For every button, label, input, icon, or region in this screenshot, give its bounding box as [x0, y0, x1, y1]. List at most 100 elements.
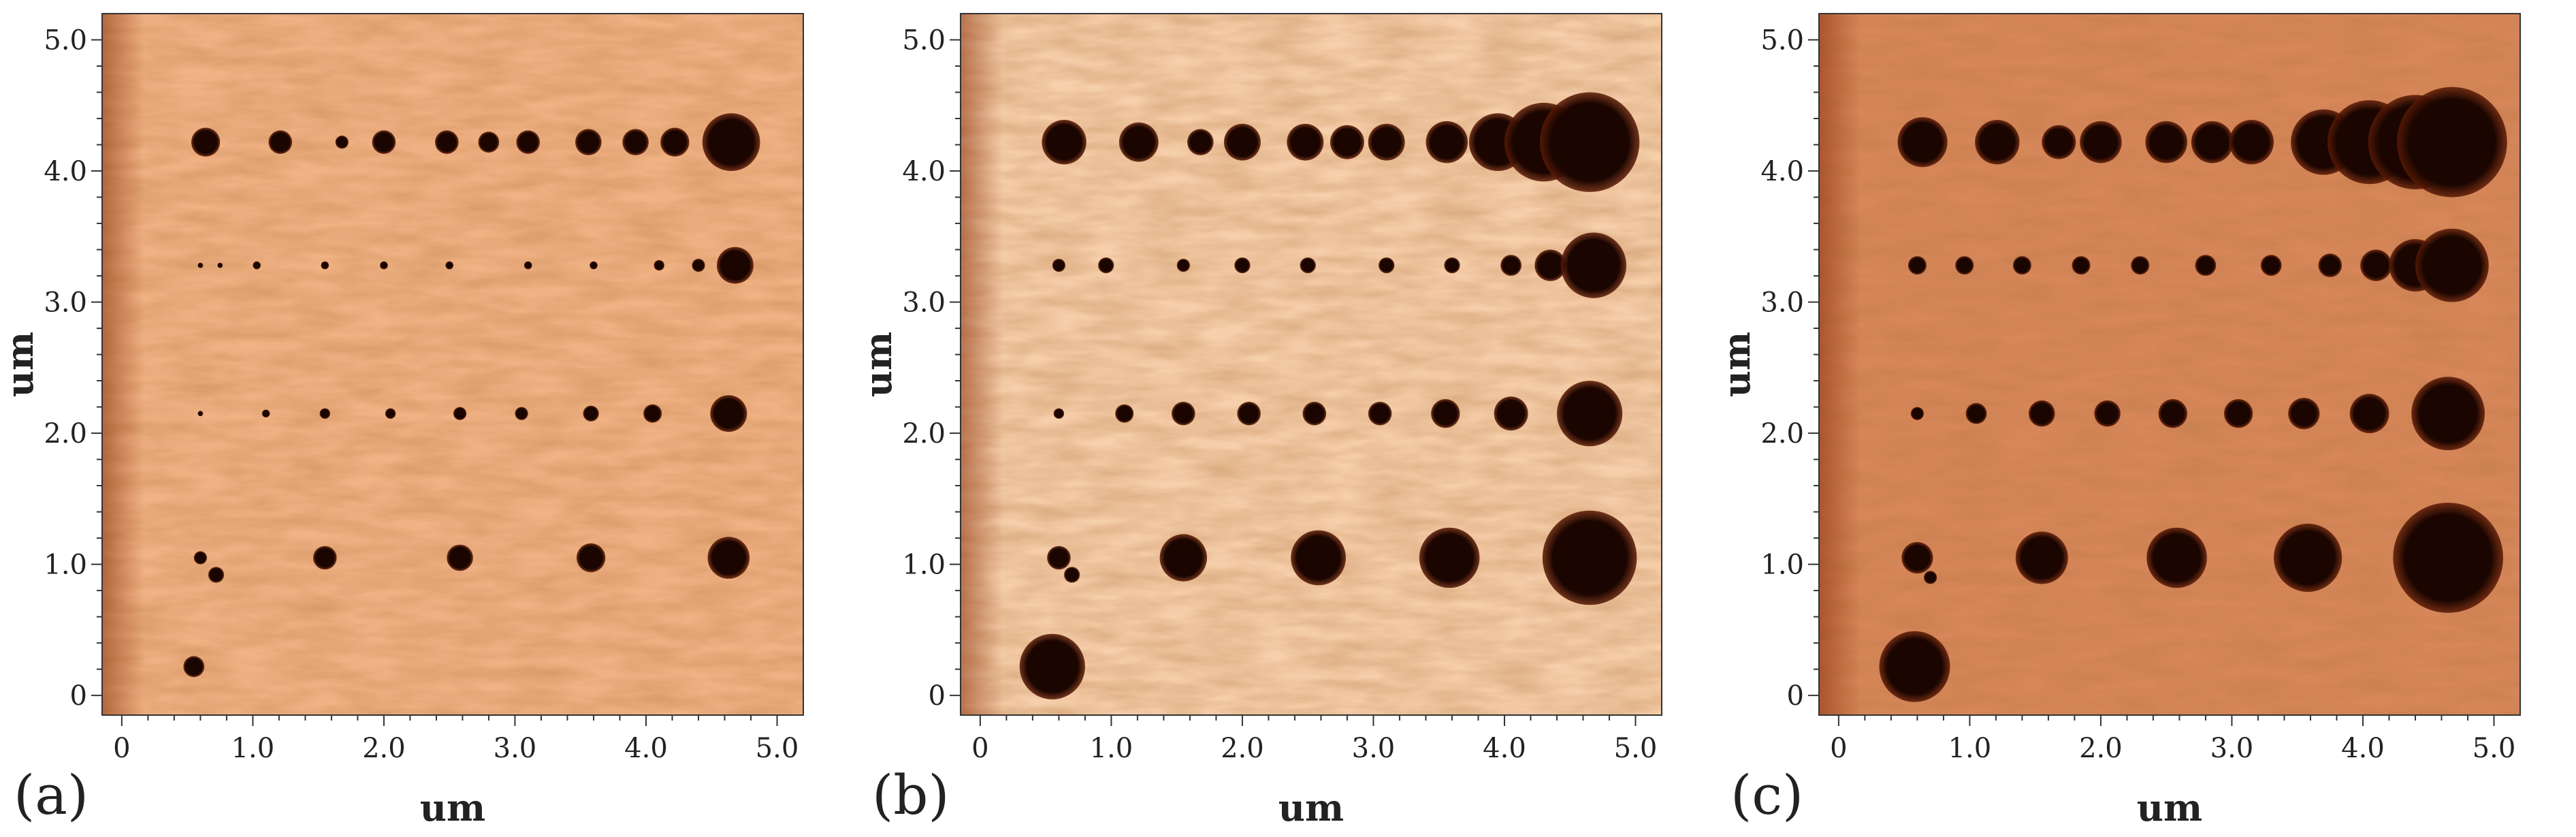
pit: [1118, 122, 1159, 162]
pit: [524, 261, 532, 270]
y-tick-label: 5.0: [1760, 25, 1804, 57]
pit: [372, 130, 396, 154]
pit: [217, 262, 223, 268]
x-axis-label: um: [1278, 786, 1344, 830]
pit: [1910, 407, 1924, 420]
x-tick-label: 4.0: [2341, 733, 2385, 764]
pit: [1419, 527, 1480, 588]
y-tick-label: 3.0: [902, 287, 946, 319]
pit: [1907, 256, 1927, 275]
pit: [1302, 401, 1327, 426]
x-tick-label: 1.0: [231, 733, 275, 764]
x-axis-label: um: [420, 786, 485, 830]
pit: [1053, 408, 1065, 419]
pit: [2191, 121, 2234, 163]
pit: [2360, 249, 2392, 281]
pit: [435, 130, 459, 154]
pit: [2223, 399, 2253, 428]
pit: [2012, 256, 2031, 275]
pit: [2042, 125, 2076, 159]
pit: [478, 131, 500, 153]
y-tick-label: 3.0: [44, 287, 87, 319]
pit: [191, 127, 221, 157]
pit: [716, 247, 754, 284]
pit: [253, 261, 261, 270]
panel-a: 0 1.0 2.0 3.0 4.0 5.0 0 1.0 2.0 3.0 4.0 5.0 um um (a): [0, 13, 804, 830]
pit: [710, 395, 747, 432]
pit: [2415, 228, 2489, 302]
pit: [2229, 120, 2274, 165]
pit: [2080, 121, 2122, 163]
pit: [1534, 249, 1566, 281]
pit: [1965, 402, 1987, 424]
pit: [1330, 125, 1364, 159]
x-tick-label: 4.0: [1483, 733, 1526, 764]
pit: [2195, 255, 2217, 276]
y-tick-label: 5.0: [44, 25, 87, 57]
x-tick-label: 1.0: [1948, 733, 1992, 764]
y-tick-label: 2.0: [902, 418, 946, 449]
pit: [2158, 399, 2187, 428]
pit: [1494, 396, 1528, 431]
pit: [447, 544, 473, 571]
pit: [1379, 257, 1395, 274]
pit: [643, 404, 662, 423]
pit: [1223, 123, 1261, 161]
pit: [1064, 567, 1080, 583]
pit: [1444, 257, 1460, 274]
x-tick-label: 5.0: [756, 733, 799, 764]
pit: [654, 259, 664, 271]
panel-c: 0 1.0 2.0 3.0 4.0 5.0 0 1.0 2.0 3.0 4.0 5.0 um um (c): [1717, 13, 2521, 830]
pit: [2288, 398, 2320, 430]
tick-marks: [91, 39, 778, 726]
pit: [707, 537, 750, 579]
pit: [1955, 256, 1974, 275]
pit: [622, 129, 649, 155]
y-tick-label: 4.0: [44, 156, 87, 187]
afm-image: [961, 14, 1662, 715]
y-tick-label: 0: [929, 680, 946, 712]
y-tick-label: 4.0: [902, 156, 946, 187]
pit: [1172, 401, 1195, 426]
y-axis-label: um: [0, 332, 42, 397]
pit: [1098, 257, 1114, 274]
afm-image: [1819, 14, 2520, 715]
pit: [1539, 92, 1640, 192]
pit: [1042, 120, 1086, 165]
panel-letter: (a): [14, 763, 88, 827]
pit: [1300, 257, 1316, 274]
pit: [660, 127, 690, 157]
pit: [2349, 394, 2389, 434]
pit: [692, 259, 705, 272]
pit: [1368, 401, 1392, 426]
pit: [1176, 259, 1190, 272]
pit: [1500, 255, 1522, 276]
pit: [268, 130, 293, 154]
pit: [1234, 257, 1251, 274]
pit: [2145, 121, 2187, 163]
x-axis-label: um: [2137, 786, 2202, 830]
pit: [1557, 381, 1623, 447]
pit: [2274, 523, 2342, 593]
pit: [1187, 129, 1214, 155]
pit: [2094, 400, 2121, 427]
pit: [1431, 399, 1460, 428]
pit: [261, 409, 270, 417]
pit: [2411, 377, 2485, 451]
x-tick-label: 2.0: [362, 733, 406, 764]
x-tick-label: 5.0: [2473, 733, 2516, 764]
pit: [193, 551, 207, 565]
y-tick-label: 4.0: [1760, 156, 1804, 187]
pit: [197, 262, 204, 268]
y-tick-label: 3.0: [1760, 287, 1804, 319]
y-tick-label: 1.0: [44, 550, 87, 581]
x-tick-label: 0: [113, 733, 130, 764]
panel-b: 0 1.0 2.0 3.0 4.0 5.0 0 1.0 2.0 3.0 4.0 5.0 um um (b): [858, 13, 1662, 830]
pit: [516, 130, 540, 154]
pit: [2318, 253, 2342, 277]
pit: [1237, 401, 1261, 426]
pit: [2131, 256, 2150, 275]
tick-marks: [950, 39, 1637, 726]
x-tick-label: 3.0: [1352, 733, 1396, 764]
